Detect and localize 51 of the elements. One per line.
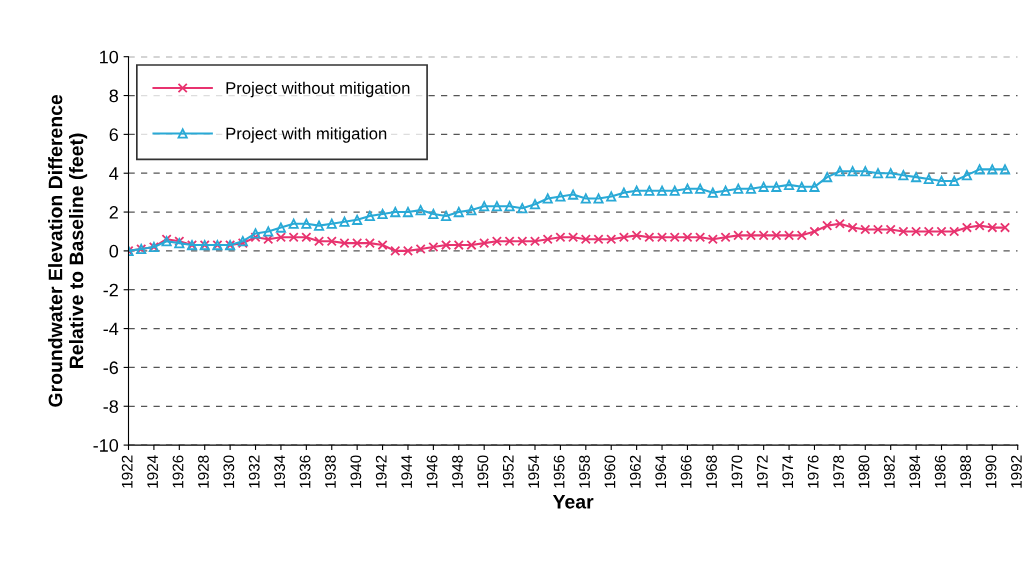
x-tick-label: 1976 <box>807 455 819 488</box>
x-tick-label: 1962 <box>629 455 641 488</box>
x-tick-label: 1964 <box>655 455 667 488</box>
x-tick-label: 1952 <box>502 455 514 488</box>
x-tick-label: 1960 <box>604 455 616 488</box>
x-tick-label: 1930 <box>223 455 235 488</box>
x-tick-label: 1934 <box>274 455 286 488</box>
x-tick-label: 1974 <box>782 455 794 488</box>
legend-label: Project without mitigation <box>226 81 410 98</box>
x-tick-label: 1992 <box>1011 455 1022 488</box>
x-tick-label: 1970 <box>731 455 743 488</box>
x-tick-label: 1984 <box>909 455 921 488</box>
y-tick-label: 8 <box>109 89 118 103</box>
x-tick-label: 1954 <box>528 455 540 488</box>
x-axis-title: Year <box>552 495 594 509</box>
y-tick-label: 10 <box>100 50 119 64</box>
x-tick-label: 1938 <box>325 455 336 488</box>
y-tick-label: -4 <box>103 322 119 336</box>
x-tick-label: 1958 <box>579 455 590 488</box>
x-tick-label: 1980 <box>858 455 870 488</box>
x-tick-label: 1928 <box>198 455 209 488</box>
y-tick-label: -6 <box>103 361 118 375</box>
y-tick-label: 4 <box>109 167 119 180</box>
y-axis-title: Groundwater Elevation Difference Relative to Baseline (feet) <box>48 94 88 407</box>
x-tick-label: 1944 <box>401 455 413 488</box>
x-tick-label: 1924 <box>147 455 159 488</box>
y-tick-label: -10 <box>93 439 119 452</box>
x-tick-label: 1966 <box>680 455 692 488</box>
x-tick-label: 1990 <box>985 455 997 488</box>
x-tick-label: 1948 <box>452 455 463 488</box>
x-tick-label: 1922 <box>121 455 133 488</box>
x-tick-label: 1942 <box>375 455 387 488</box>
x-tick-label: 1940 <box>350 455 362 488</box>
x-tick-label: 1926 <box>172 455 184 488</box>
x-tick-label: 1982 <box>883 455 895 488</box>
x-tick-label: 1936 <box>299 455 311 488</box>
x-tick-label: 1988 <box>960 455 972 488</box>
legend-label: Project with mitigation <box>226 127 387 143</box>
y-tick-label: -8 <box>103 400 118 413</box>
y-tick-label: 2 <box>109 205 118 219</box>
x-tick-label: 1986 <box>934 455 946 488</box>
y-tick-label: 0 <box>109 244 119 258</box>
x-tick-label: 1956 <box>553 455 565 488</box>
x-tick-label: 1972 <box>756 455 768 488</box>
x-tick-label: 1978 <box>833 455 844 488</box>
x-tick-label: 1946 <box>426 455 438 488</box>
x-tick-label: 1968 <box>706 455 717 488</box>
x-tick-label: 1932 <box>248 455 260 488</box>
x-tick-label: 1950 <box>477 455 489 488</box>
y-tick-label: 6 <box>109 128 118 142</box>
y-tick-label: -2 <box>103 283 118 297</box>
